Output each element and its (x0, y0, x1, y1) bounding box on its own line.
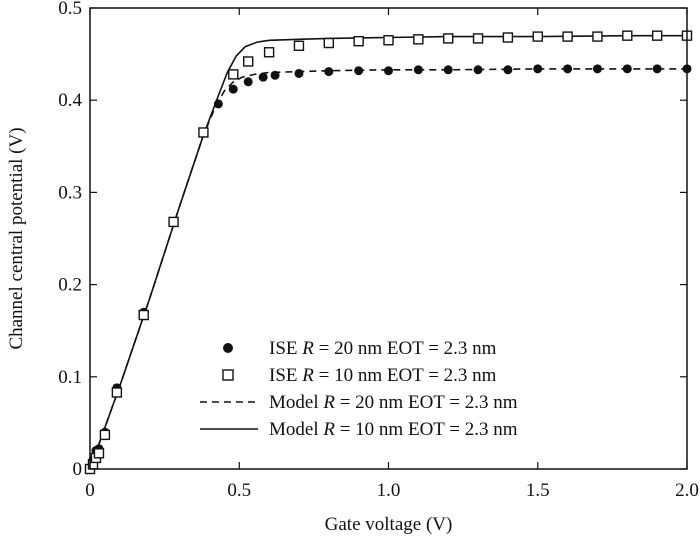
ise-r20-point (413, 65, 423, 75)
ise-r10-point (323, 37, 334, 49)
ise-r20-point (384, 66, 393, 76)
ise-r20-point (533, 64, 543, 74)
ise-r20-point (228, 84, 238, 94)
ise-r10-point (293, 40, 305, 52)
series-layer (84, 30, 693, 475)
ise-r20-point (443, 65, 453, 75)
ise-r10-point (562, 31, 573, 42)
ise-r10-point (443, 33, 454, 44)
ise-r10-point (532, 31, 543, 42)
ise-r20-point (592, 64, 602, 74)
legend-label: Model R = 10 nm EOT = 2.3 nm (269, 419, 518, 440)
ise-r20-point (294, 68, 304, 78)
x-tick-label: 1.0 (377, 480, 401, 501)
ise-r20-point (324, 67, 334, 77)
y-tick-label: 0.1 (58, 367, 82, 388)
ise-r10-point (198, 127, 209, 138)
x-tick-label: 0.5 (227, 480, 251, 501)
y-tick-label: 0.3 (58, 182, 82, 203)
legend: ISE R = 20 nm EOT = 2.3 nm ISE R = 10 nm … (200, 338, 518, 440)
ise-r10-point (413, 34, 424, 45)
ise-r10-point (168, 216, 179, 228)
ise-r20-point (270, 70, 280, 80)
legend-entry: Model R = 20 nm EOT = 2.3 nm (200, 392, 518, 413)
legend-label: ISE R = 10 nm EOT = 2.3 nm (269, 365, 497, 386)
x-tick-label: 1.5 (526, 480, 550, 501)
ise-r20-point (622, 64, 632, 74)
ise-r20-point (213, 99, 223, 109)
y-tick-label: 0.2 (58, 275, 82, 296)
ise-r10-point (383, 35, 394, 46)
ise-r20-point (652, 64, 662, 74)
ise-r20-point (473, 65, 483, 75)
x-tick-label: 0 (85, 480, 95, 501)
legend-marker-filled-circle (223, 343, 233, 353)
ticks-layer: 0 0.5 1.0 1.5 2.0 0 0.1 0.2 0.3 0.4 0.5 (58, 0, 699, 501)
ise-r10-point (472, 33, 484, 44)
y-tick-label: 0.4 (58, 90, 82, 111)
ise-r10-point (138, 309, 149, 321)
ise-r20-point (354, 66, 364, 76)
ise-r10-point (353, 35, 364, 47)
legend-label: ISE R = 20 nm EOT = 2.3 nm (269, 338, 497, 359)
x-tick-label: 2.0 (675, 480, 699, 501)
ise-r20-point (243, 77, 253, 87)
ise-r10-point (592, 31, 603, 42)
legend-marker-open-square (222, 369, 234, 381)
legend-label: Model R = 20 nm EOT = 2.3 nm (269, 392, 518, 413)
x-axis-label: Gate voltage (V) (325, 514, 453, 535)
ise-r10-point (622, 30, 633, 41)
ise-r20-point (563, 64, 573, 74)
legend-entry: ISE R = 20 nm EOT = 2.3 nm (223, 338, 497, 359)
ise-r20-point (258, 72, 268, 82)
ise-r10-point (93, 448, 105, 459)
ise-r10-point (243, 56, 254, 67)
ise-r10-point (263, 47, 275, 58)
legend-entry: Model R = 10 nm EOT = 2.3 nm (200, 419, 518, 440)
ise-r10-point (651, 30, 663, 41)
ise-r20-point (503, 65, 513, 75)
ise-r10-point (99, 429, 111, 441)
ise-r10-point (111, 387, 123, 398)
legend-entry: ISE R = 10 nm EOT = 2.3 nm (222, 365, 497, 386)
ise-r10-point (502, 32, 514, 43)
ise-r10-point (228, 69, 239, 80)
y-tick-label: 0.5 (58, 0, 82, 19)
y-tick-label: 0 (73, 459, 83, 480)
y-axis-label: Channel central potential (V) (6, 127, 27, 349)
